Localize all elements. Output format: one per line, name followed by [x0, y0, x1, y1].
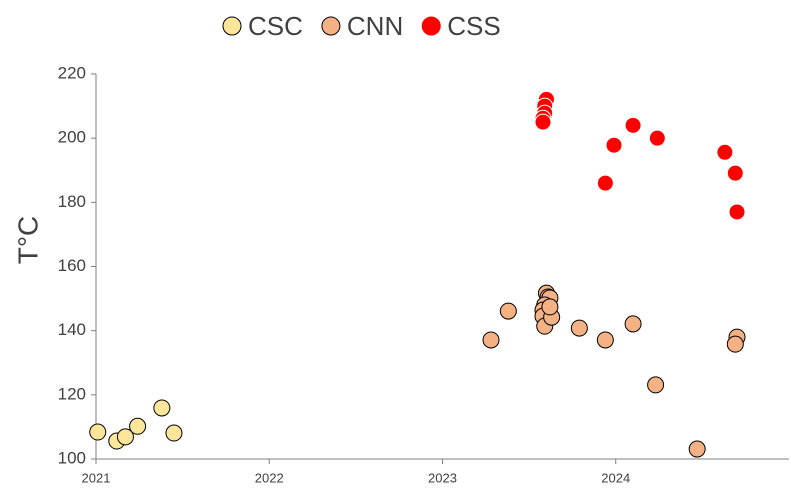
point — [624, 315, 642, 333]
y-tick-label: 180 — [58, 192, 86, 211]
point — [541, 298, 559, 316]
point — [116, 428, 134, 446]
point — [647, 376, 665, 394]
legend-label: CSC — [248, 11, 303, 41]
y-tick-label: 140 — [58, 320, 86, 339]
point — [165, 424, 183, 442]
point — [624, 116, 642, 134]
y-tick-label: 160 — [58, 256, 86, 275]
point — [596, 331, 614, 349]
point — [726, 335, 744, 353]
point — [570, 319, 588, 337]
y-tick-label: 200 — [58, 128, 86, 147]
y-axis-label: T°C — [12, 216, 43, 265]
x-tick-label: 2021 — [82, 470, 111, 485]
point — [688, 440, 706, 458]
point — [728, 203, 746, 221]
legend-marker — [222, 16, 242, 36]
y-tick-label: 120 — [58, 384, 86, 403]
x-tick-label: 2022 — [255, 470, 284, 485]
point — [596, 174, 614, 192]
point — [499, 302, 517, 320]
legend-marker — [321, 16, 341, 36]
point — [648, 129, 666, 147]
point — [534, 113, 552, 131]
y-tick-label: 100 — [58, 448, 86, 467]
legend-label: CSS — [447, 11, 500, 41]
x-tick-label: 2023 — [428, 470, 457, 485]
legend-label: CNN — [347, 11, 403, 41]
point — [716, 143, 734, 161]
point — [482, 331, 500, 349]
y-tick-label: 220 — [58, 63, 86, 82]
legend-marker — [421, 16, 441, 36]
point — [153, 399, 171, 417]
point — [605, 136, 623, 154]
point — [129, 417, 147, 435]
point — [726, 164, 744, 182]
x-tick-label: 2024 — [601, 470, 630, 485]
point — [89, 423, 107, 441]
